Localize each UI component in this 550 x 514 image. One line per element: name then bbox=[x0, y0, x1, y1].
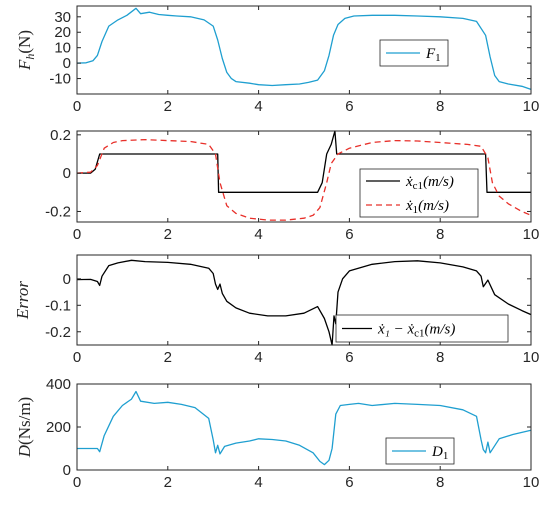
x-tick-label: 4 bbox=[254, 349, 262, 366]
legend-label: ẋc1(m/s) bbox=[405, 174, 454, 192]
y-axis-label: Fh(N) bbox=[15, 30, 37, 71]
x-tick-label: 10 bbox=[523, 474, 540, 491]
x-tick-label: 10 bbox=[523, 349, 540, 366]
x-tick-label: 2 bbox=[164, 349, 172, 366]
legend: D1 bbox=[385, 437, 455, 465]
axes-box bbox=[76, 130, 532, 223]
x-tick-label: 10 bbox=[523, 226, 540, 243]
y-tick-label: -0.2 bbox=[45, 203, 71, 220]
x-tick-label: 8 bbox=[436, 98, 444, 115]
x-tick-label: 2 bbox=[164, 226, 172, 243]
x-tick-label: 8 bbox=[436, 349, 444, 366]
x-tick-label: 4 bbox=[254, 226, 262, 243]
x-tick-label: 0 bbox=[73, 98, 81, 115]
x-tick-label: 8 bbox=[436, 226, 444, 243]
y-tick-label: 10 bbox=[54, 40, 71, 57]
x-tick-label: 0 bbox=[73, 226, 81, 243]
x-tick-label: 8 bbox=[436, 474, 444, 491]
x-tick-label: 2 bbox=[164, 98, 172, 115]
y-tick-label: 400 bbox=[46, 376, 71, 393]
axes-box bbox=[76, 5, 532, 95]
y-tick-label: -10 bbox=[49, 71, 71, 88]
y-axis-label: Error bbox=[13, 281, 32, 320]
legend: F1 bbox=[379, 39, 449, 67]
y-tick-label: 30 bbox=[54, 9, 71, 26]
legend-box bbox=[359, 168, 479, 218]
x-tick-label: 2 bbox=[164, 474, 172, 491]
series-line-1-1 bbox=[76, 7, 532, 91]
legend-label: F1 bbox=[425, 46, 441, 64]
axes-box bbox=[76, 383, 532, 471]
y-tick-label: 0 bbox=[63, 55, 71, 72]
x-tick-label: 0 bbox=[73, 349, 81, 366]
x-tick-label: 6 bbox=[345, 98, 353, 115]
legend-label: ẋ₁ − ẋc1(m/s) bbox=[377, 322, 455, 340]
series-line-3-1 bbox=[76, 259, 532, 346]
series-line-2-2 bbox=[76, 138, 532, 221]
legend-label: D1 bbox=[431, 444, 448, 462]
series-line-2-1 bbox=[77, 130, 531, 193]
x-tick-label: 0 bbox=[73, 474, 81, 491]
series-line-4-1 bbox=[77, 390, 532, 466]
x-tick-label: 6 bbox=[345, 474, 353, 491]
x-tick-label: 6 bbox=[345, 349, 353, 366]
x-tick-label: 6 bbox=[345, 226, 353, 243]
y-tick-label: -0.2 bbox=[45, 324, 71, 341]
y-tick-label: 0 bbox=[63, 462, 71, 479]
x-tick-label: 10 bbox=[523, 98, 540, 115]
y-tick-label: 200 bbox=[46, 419, 71, 436]
y-tick-label: 20 bbox=[54, 24, 71, 41]
axes-box bbox=[76, 254, 532, 346]
y-tick-label: 0 bbox=[63, 271, 71, 288]
y-tick-label: 0.2 bbox=[50, 127, 71, 144]
x-tick-label: 4 bbox=[254, 474, 262, 491]
legend-label: ẋ1(m/s) bbox=[405, 198, 449, 216]
y-axis-label: D(Ns/m) bbox=[15, 397, 34, 458]
panel-4: 0 2 4 6 8 10 0 200 400 D(Ns/m) D1 bbox=[15, 376, 539, 491]
y-tick-label: -0.1 bbox=[45, 297, 71, 314]
x-tick-label: 4 bbox=[254, 98, 262, 115]
legend: ẋ₁ − ẋc1(m/s) bbox=[335, 314, 509, 343]
legend: ẋc1(m/s) ẋ1(m/s) bbox=[359, 168, 479, 218]
panel-3: 0 2 4 6 8 10 -0.2 -0.1 0 Error ẋ₁ − ẋc1(m/s) bbox=[13, 254, 540, 366]
y-tick-label: 0 bbox=[63, 165, 71, 182]
